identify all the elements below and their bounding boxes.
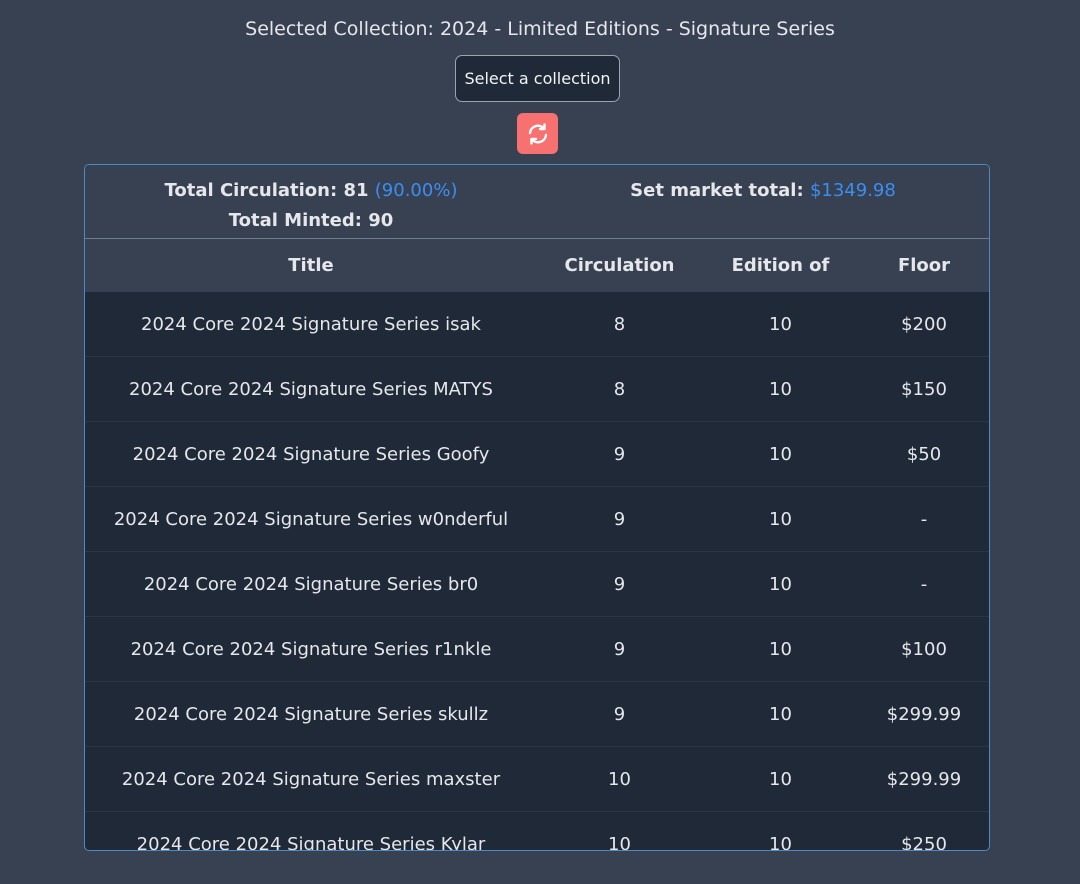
edition-cell: 10 xyxy=(702,486,859,552)
title-cell: 2024 Core 2024 Signature Series w0nderfu… xyxy=(85,486,537,552)
edition-cell: 10 xyxy=(702,811,859,850)
column-header[interactable]: Floor xyxy=(859,239,989,292)
floor-cell: $100 xyxy=(859,616,989,682)
table-row: 2024 Core 2024 Signature Series Goofy 9 10… xyxy=(85,421,989,487)
circulation-cell: 8 xyxy=(613,313,626,335)
circulation-cell: 9 xyxy=(537,486,702,552)
floor-cell: $299.99 xyxy=(859,746,989,812)
floor-cell: $299.99 xyxy=(859,681,989,747)
table-row: 2024 Core 2024 Signature Series isak 8 10 $… xyxy=(85,292,989,357)
edition-cell: 10 xyxy=(702,356,859,422)
edition-cell: 10 xyxy=(702,616,859,682)
refresh-icon xyxy=(528,122,547,145)
column-header[interactable]: Edition of xyxy=(702,239,859,292)
circulation-cell: 9 xyxy=(537,681,702,747)
circulation-cell: 9 xyxy=(537,421,702,487)
circulation-cell: 10 xyxy=(537,746,702,812)
floor-cell: - xyxy=(859,551,989,617)
title-cell: 2024 Core 2024 Signature Series Kylar xyxy=(85,811,537,850)
title-cell: 2024 Core 2024 Signature Series br0 xyxy=(85,551,537,617)
select-collection-button[interactable]: Select a collection xyxy=(455,55,620,102)
edition-cell: 10 xyxy=(702,746,859,812)
floor-cell: $150 xyxy=(859,356,989,422)
title-cell: 2024 Core 2024 Signature Series MATYS xyxy=(85,356,537,422)
total-minted: Total Minted: 90 xyxy=(228,210,394,231)
title-cell: 2024 Core 2024 Signature Series Goofy xyxy=(85,421,537,487)
table-row: 2024 Core 2024 Signature Series r1nkle 9 1… xyxy=(85,616,989,682)
column-header[interactable]: Title xyxy=(85,239,537,292)
table-row: 2024 Core 2024 Signature Series br0 9 10- xyxy=(85,551,989,617)
floor-cell: $200 xyxy=(901,313,947,335)
market-total-value: $1349.98 xyxy=(809,180,896,201)
circulation-cell: 8 xyxy=(537,356,702,422)
edition-cell: 10 xyxy=(702,421,859,487)
floor-cell: $50 xyxy=(859,421,989,487)
table-row: 2024 Core 2024 Signature Series skullz 9 1… xyxy=(85,681,989,747)
table-row: 2024 Core 2024 Signature Series MATYS 8 10… xyxy=(85,356,989,422)
circulation-cell: 10 xyxy=(537,811,702,850)
floor-cell: $250 xyxy=(859,811,989,850)
total-circulation: Total Circulation: 81 (90.00%) xyxy=(164,180,458,201)
title-cell: 2024 Core 2024 Signature Series r1nkle xyxy=(85,616,537,682)
edition-cell: 10 xyxy=(702,681,859,747)
circulation-cell: 9 xyxy=(537,616,702,682)
column-header[interactable]: Circulation xyxy=(537,239,702,292)
summary: Total Circulation: 81 (90.00%) Total Min… xyxy=(85,165,989,239)
collection-panel: Total Circulation: 81 (90.00%) Total Min… xyxy=(84,164,990,851)
title-cell: 2024 Core 2024 Signature Series isak xyxy=(141,313,481,335)
page-title: Selected Collection: 2024 - Limited Edit… xyxy=(245,18,835,40)
set-market-total: Set market total: $1349.98 xyxy=(630,180,896,201)
cards-table: Title Circulation Edition of Floor 2024 Cor… xyxy=(85,239,989,850)
title-cell: 2024 Core 2024 Signature Series maxster xyxy=(85,746,537,812)
title-cell: 2024 Core 2024 Signature Series skullz xyxy=(85,681,537,747)
floor-cell: - xyxy=(859,486,989,552)
circulation-cell: 9 xyxy=(537,551,702,617)
circulation-percent: (90.00%) xyxy=(374,180,458,201)
refresh-button[interactable] xyxy=(517,113,558,154)
table-row: 2024 Core 2024 Signature Series w0nderfu… xyxy=(85,486,989,552)
edition-cell: 10 xyxy=(702,551,859,617)
table-row: 2024 Core 2024 Signature Series Kylar 10 1… xyxy=(85,811,989,850)
table-row: 2024 Core 2024 Signature Series maxster 1… xyxy=(85,746,989,812)
edition-cell: 10 xyxy=(769,313,792,335)
